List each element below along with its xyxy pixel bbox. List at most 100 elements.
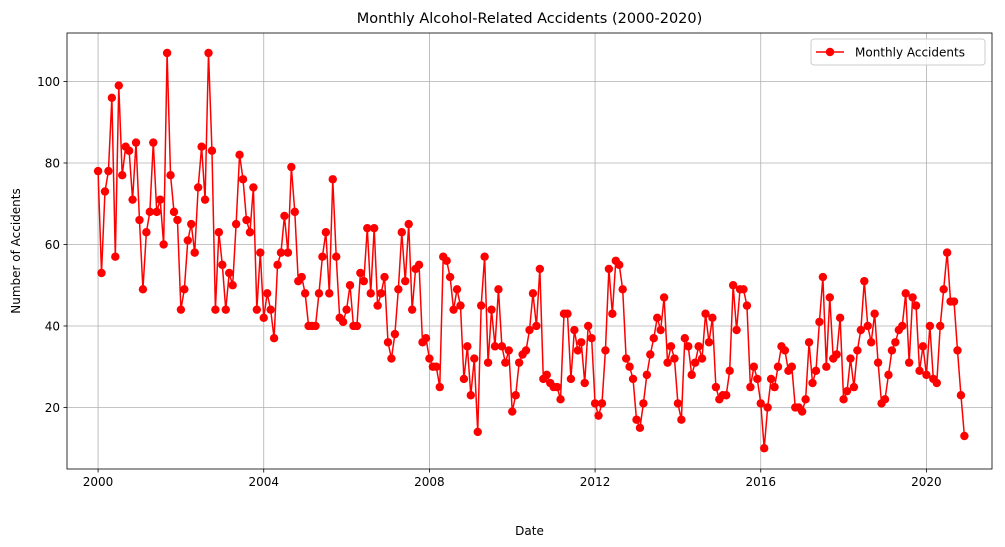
data-point <box>621 354 631 363</box>
data-point <box>566 374 576 384</box>
data-point <box>314 289 324 298</box>
data-point <box>193 183 203 192</box>
data-point <box>870 309 879 318</box>
data-point <box>842 386 852 396</box>
data-point <box>708 313 717 323</box>
data-point <box>880 395 890 404</box>
data-point <box>280 211 289 221</box>
data-point <box>276 248 286 257</box>
data-point <box>200 195 210 204</box>
data-point <box>656 325 665 335</box>
data-point <box>300 289 310 298</box>
data-point <box>111 252 120 261</box>
data-point <box>176 305 186 314</box>
data-point <box>211 305 220 314</box>
data-point <box>532 321 541 331</box>
data-point <box>483 358 493 367</box>
data-point <box>356 268 365 278</box>
data-point <box>804 338 814 347</box>
data-point <box>380 272 389 282</box>
data-point <box>401 276 410 286</box>
data-point <box>887 346 897 355</box>
data-point <box>856 325 866 335</box>
data-point <box>915 366 924 375</box>
data-point <box>760 444 769 453</box>
data-point <box>628 374 638 384</box>
data-point <box>580 378 589 388</box>
data-point <box>911 301 921 310</box>
data-point <box>207 146 217 155</box>
data-point <box>601 346 610 355</box>
data-point <box>359 276 369 286</box>
data-point <box>525 325 534 335</box>
data-point <box>891 338 900 347</box>
data-point <box>801 395 810 404</box>
data-point <box>867 338 876 347</box>
data-point <box>898 321 907 331</box>
data-point <box>677 415 686 424</box>
y-tick-label: 100 <box>37 75 60 89</box>
data-point <box>787 362 797 371</box>
data-point <box>414 260 424 270</box>
legend-box <box>810 38 986 66</box>
data-point <box>114 81 123 90</box>
data-point <box>901 289 910 298</box>
data-point <box>663 358 672 367</box>
y-tick-label: 20 <box>45 401 60 415</box>
data-point <box>904 358 914 367</box>
data-point <box>625 362 634 371</box>
data-point <box>552 382 562 392</box>
data-point <box>269 334 279 343</box>
data-point <box>290 207 299 217</box>
data-point <box>100 187 110 196</box>
y-axis-ticks: 20 40 60 80 100 <box>37 75 67 415</box>
data-point <box>432 362 441 371</box>
plot-background <box>67 33 992 469</box>
data-point <box>646 350 655 359</box>
data-point <box>604 264 614 274</box>
data-point <box>556 395 565 404</box>
data-point <box>352 321 362 331</box>
data-point <box>749 362 759 371</box>
data-point <box>780 346 790 355</box>
data-point <box>587 334 596 343</box>
data-point <box>825 293 834 302</box>
legend-label: Monthly Accidents <box>855 46 965 60</box>
data-point <box>259 313 268 323</box>
data-point <box>218 260 227 270</box>
data-point <box>742 301 752 310</box>
data-point <box>221 305 230 314</box>
data-point <box>266 305 275 314</box>
data-point <box>746 382 755 392</box>
data-point <box>321 228 331 237</box>
data-point <box>173 215 182 225</box>
data-point <box>725 366 734 375</box>
data-point <box>407 305 417 314</box>
x-axis-label: Date <box>515 524 544 538</box>
data-point <box>166 171 175 180</box>
data-point <box>815 317 824 327</box>
x-tick-label: 2008 <box>414 475 445 489</box>
data-point <box>618 285 627 294</box>
data-point <box>704 338 714 347</box>
data-point <box>728 281 738 290</box>
data-point <box>204 48 213 58</box>
data-point <box>297 272 306 282</box>
data-point <box>666 342 676 351</box>
data-point <box>670 354 679 363</box>
data-point <box>394 285 403 294</box>
data-point <box>363 223 372 233</box>
data-point <box>311 321 320 331</box>
data-point <box>128 195 137 204</box>
data-point <box>608 309 617 318</box>
data-point <box>169 207 179 217</box>
data-point <box>476 301 486 310</box>
data-point <box>287 162 296 172</box>
data-point <box>245 228 255 237</box>
data-point <box>697 354 707 363</box>
data-point <box>939 285 948 294</box>
data-point <box>152 207 161 217</box>
data-point <box>155 195 165 204</box>
data-point <box>452 285 462 294</box>
data-point <box>473 427 482 437</box>
